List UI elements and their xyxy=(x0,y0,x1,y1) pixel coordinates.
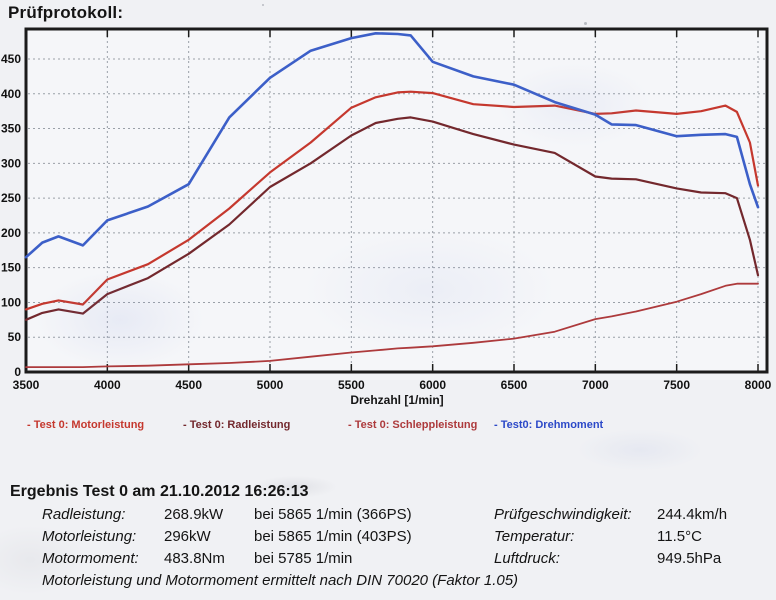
x-tick-label: 4000 xyxy=(94,378,121,392)
y-tick-label: 250 xyxy=(1,191,21,205)
x-tick-label: 7500 xyxy=(663,378,690,392)
result-label: Motormoment: xyxy=(42,550,139,567)
y-tick-label: 50 xyxy=(8,330,22,344)
result-detail: bei 5785 1/min xyxy=(254,550,353,567)
y-tick-label: 100 xyxy=(1,295,21,309)
y-tick-label: 450 xyxy=(1,52,21,66)
result-value: 268.9kW xyxy=(164,506,224,523)
scan-speck xyxy=(262,4,264,6)
result-label: Radleistung: xyxy=(42,506,126,523)
y-tick-label: 400 xyxy=(1,87,21,101)
x-tick-label: 4500 xyxy=(175,378,202,392)
x-tick-label: 6000 xyxy=(419,378,446,392)
result-value: 483.8Nm xyxy=(164,550,225,567)
results-heading: Ergebnis Test 0 am 21.10.2012 16:26:13 xyxy=(10,483,309,500)
result-row-motormoment: Motormoment: 483.8Nm bei 5785 1/min Luft… xyxy=(0,550,776,570)
env-value: 11.5°C xyxy=(657,528,702,545)
x-tick-label: 5500 xyxy=(338,378,365,392)
y-tick-label: 0 xyxy=(14,365,21,379)
curve-test-0-motorleistung xyxy=(24,90,760,311)
result-row-motorleistung: Motorleistung: 296kW bei 5865 1/min (403… xyxy=(0,528,776,548)
x-tick-label: 3500 xyxy=(13,378,40,392)
x-tick-label: 5000 xyxy=(257,378,284,392)
page-title: Prüfprotokoll: xyxy=(8,3,124,22)
y-tick-label: 200 xyxy=(1,226,21,240)
result-value: 296kW xyxy=(164,528,211,545)
curve-test-0-schleppleistung xyxy=(25,282,759,369)
plot-border xyxy=(24,27,769,374)
x-axis-title: Drehzahl [1/min] xyxy=(350,393,444,407)
env-label: Prüfgeschwindigkeit: xyxy=(494,506,632,523)
env-value: 949.5hPa xyxy=(657,550,722,567)
legend-radleistung: - Test 0: Radleistung xyxy=(183,419,291,431)
legend-drehmoment: - Test0: Drehmoment xyxy=(494,419,604,431)
curve-test0-drehmoment xyxy=(24,31,760,259)
env-label: Temperatur: xyxy=(494,528,575,545)
y-tick-label: 150 xyxy=(1,261,21,275)
result-detail: bei 5865 1/min (366PS) xyxy=(254,506,412,523)
result-row-radleistung: Radleistung: 268.9kW bei 5865 1/min (366… xyxy=(0,506,776,526)
y-tick-label: 300 xyxy=(1,156,21,170)
y-tick-label: 350 xyxy=(1,122,21,136)
scan-speck xyxy=(584,22,587,25)
din-footnote: Motorleistung und Motormoment ermittelt … xyxy=(42,572,519,589)
result-detail: bei 5865 1/min (403PS) xyxy=(254,528,412,545)
x-tick-label: 8000 xyxy=(745,378,772,392)
curve-test-0-radleistung xyxy=(24,116,760,321)
x-tick-label: 6500 xyxy=(501,378,528,392)
legend-motorleistung: - Test 0: Motorleistung xyxy=(27,419,145,431)
x-tick-label: 7000 xyxy=(582,378,609,392)
env-label: Luftdruck: xyxy=(494,550,560,567)
result-label: Motorleistung: xyxy=(42,528,137,545)
legend-schleppleistung: - Test 0: Schleppleistung xyxy=(348,419,478,431)
env-value: 244.4km/h xyxy=(657,506,728,523)
plot-area xyxy=(27,30,766,371)
